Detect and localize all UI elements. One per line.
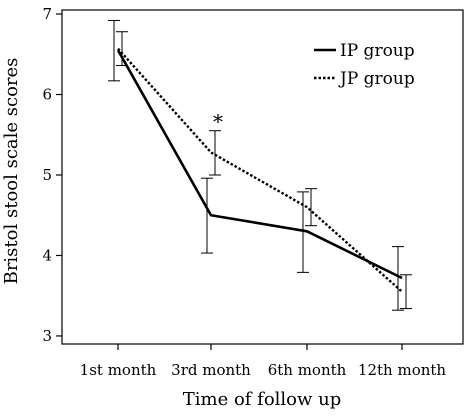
x-tick-label: 12th month xyxy=(358,361,446,379)
y-tick-label: 3 xyxy=(42,327,52,345)
x-axis: 1st month 3rd month 6th month 12th month xyxy=(80,344,447,379)
legend-label: IP group xyxy=(340,41,415,61)
y-axis-title: Bristol stool scale scores xyxy=(1,58,22,285)
series-layer xyxy=(108,20,412,310)
annotation-layer: * xyxy=(213,109,223,133)
x-axis-title: Time of follow up xyxy=(183,389,342,410)
y-tick-label: 6 xyxy=(42,86,52,104)
significance-marker: * xyxy=(213,109,223,133)
legend: IP group JP group xyxy=(314,41,415,89)
y-tick-label: 7 xyxy=(42,5,52,23)
y-tick-label: 4 xyxy=(42,246,52,264)
series-1 xyxy=(108,20,404,310)
x-tick-label: 3rd month xyxy=(171,361,251,379)
x-tick-label: 6th month xyxy=(268,361,347,379)
y-tick-label: 5 xyxy=(42,166,52,184)
legend-label: JP group xyxy=(338,69,415,89)
y-axis: 3 4 5 6 7 xyxy=(42,5,62,345)
x-tick-label: 1st month xyxy=(80,361,157,379)
